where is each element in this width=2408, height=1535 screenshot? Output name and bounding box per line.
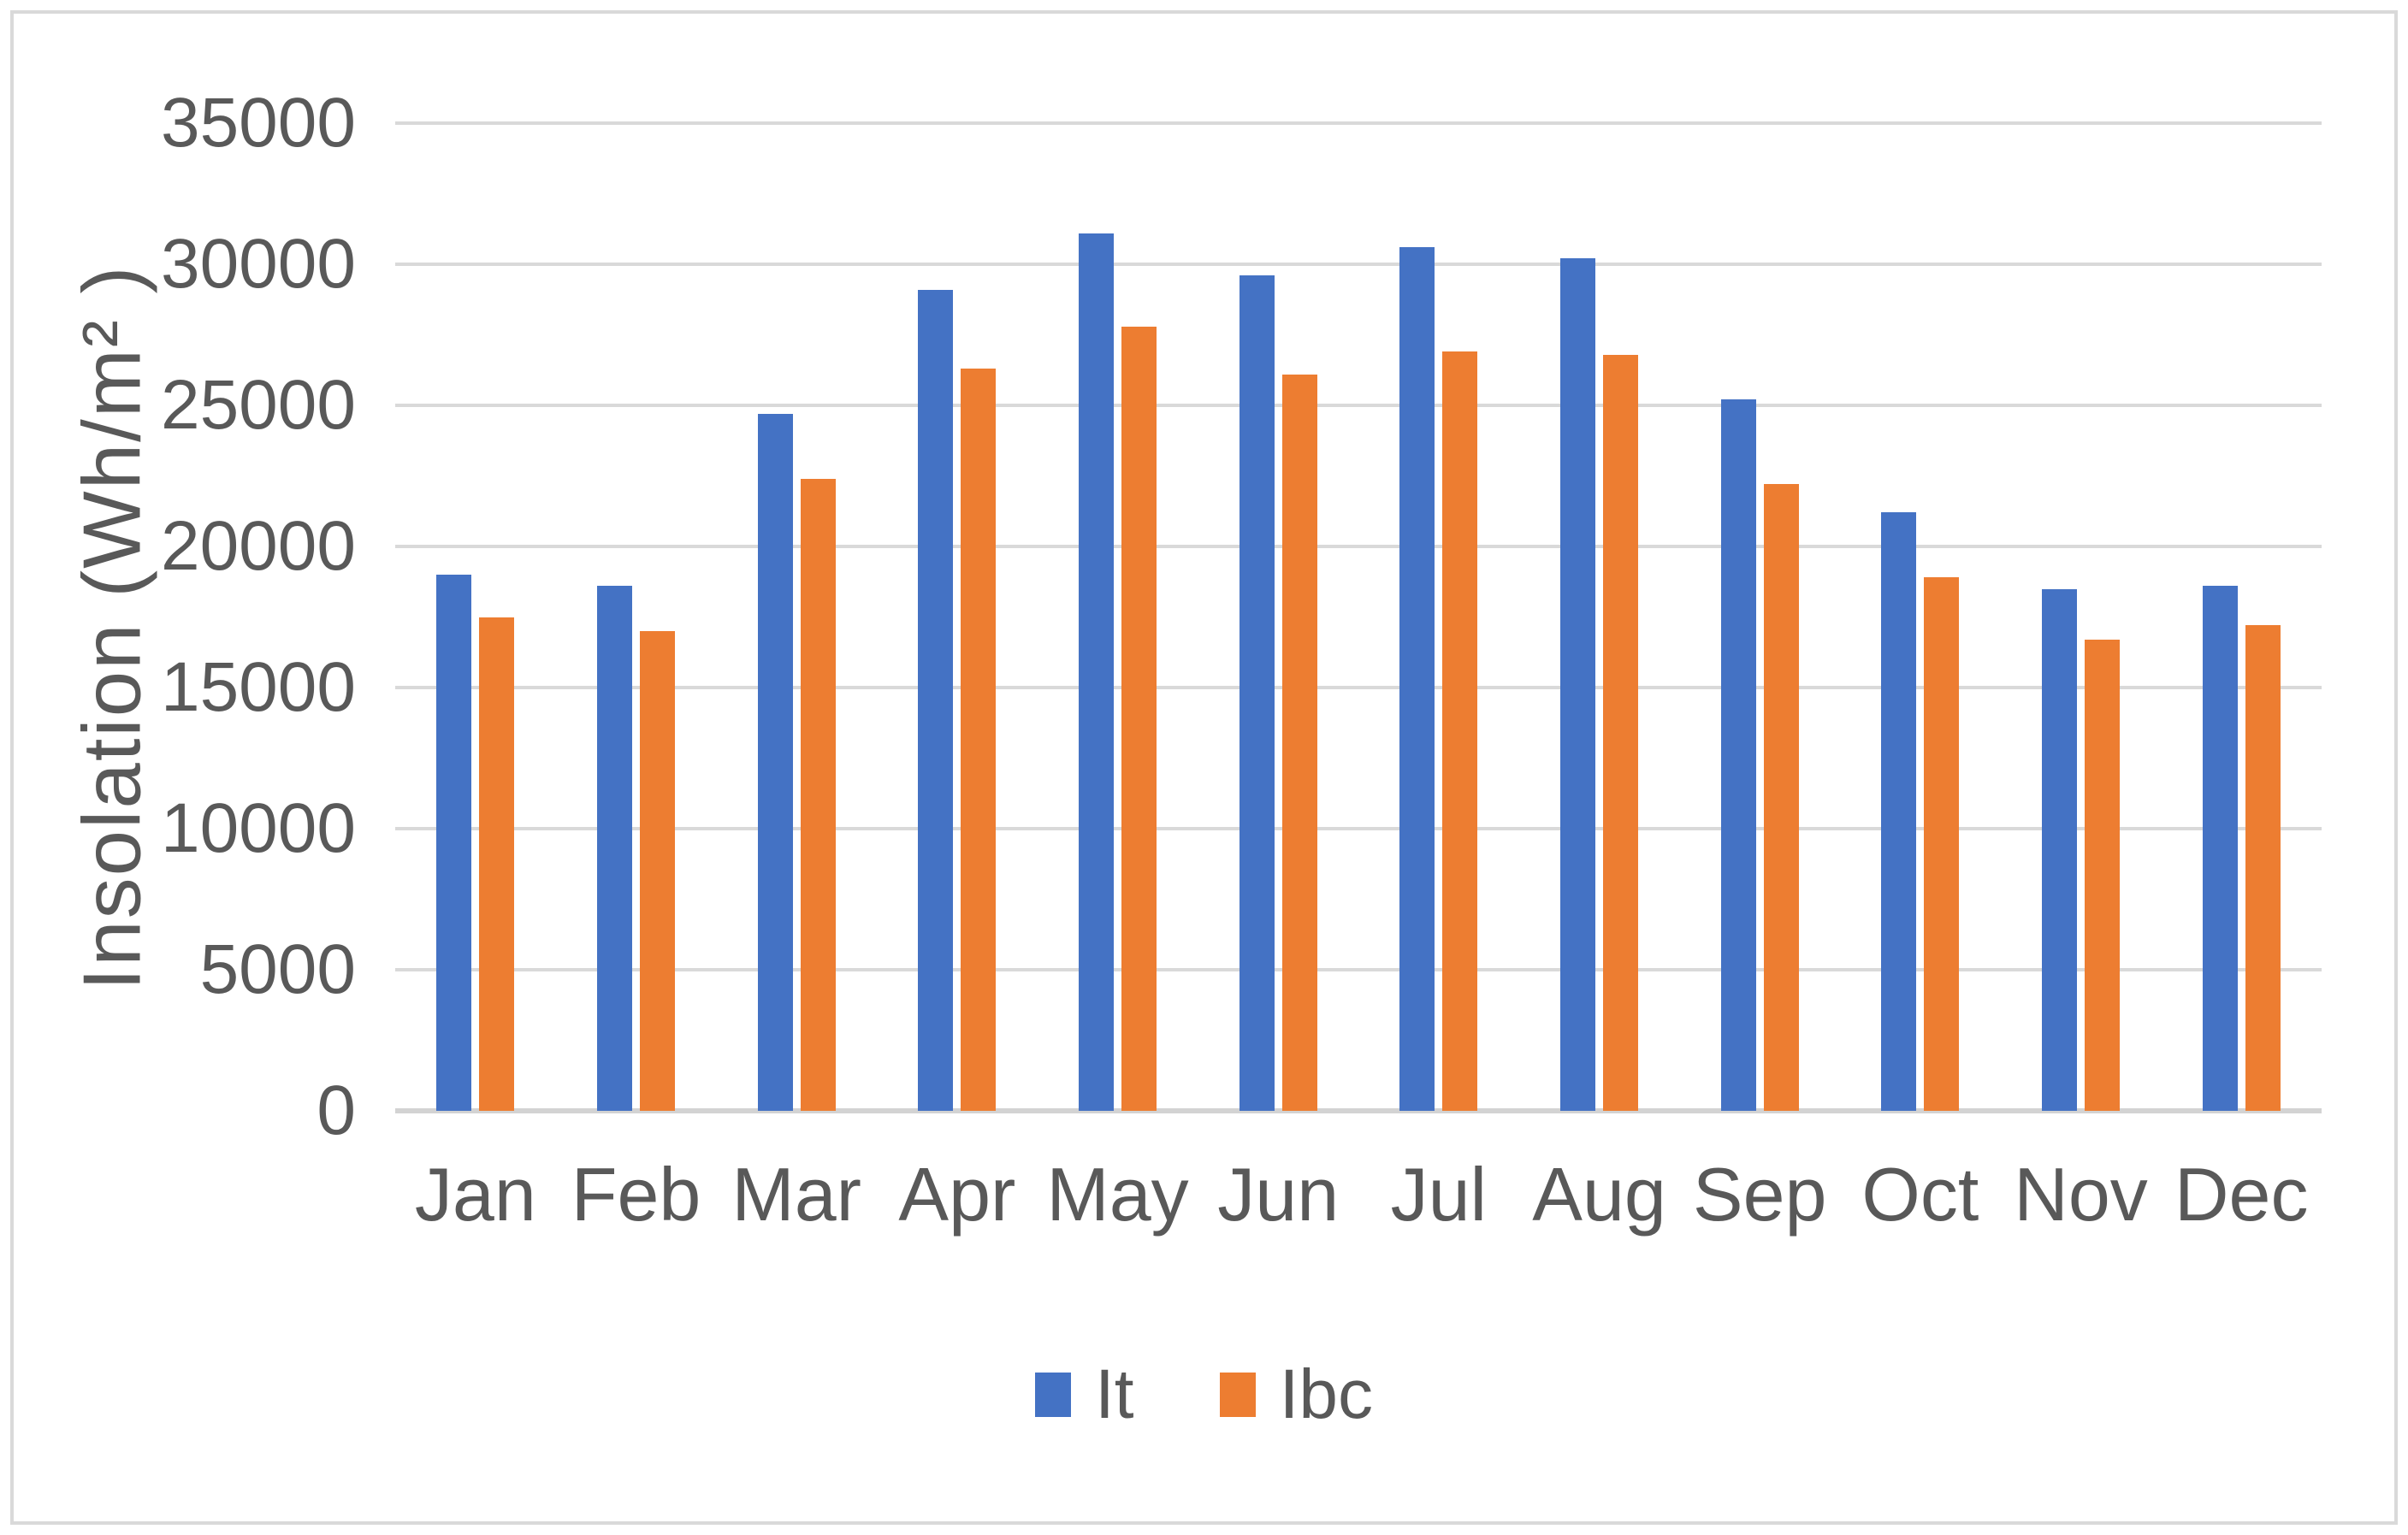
bar-it-sep bbox=[1720, 399, 1756, 1111]
gridline bbox=[395, 827, 2322, 830]
x-axis-labels: Jan Feb Mar Apr May Jun Jul Aug Sep Oct Nov Dec bbox=[395, 1151, 2322, 1238]
chart-frame: Insolation (Wh/m² ) 35000 30000 25000 20000… bbox=[10, 10, 2398, 1525]
gridline bbox=[395, 686, 2322, 689]
legend-label-it: It bbox=[1095, 1355, 1134, 1433]
x-axis-line bbox=[395, 1108, 2322, 1113]
bar-group-feb bbox=[556, 123, 717, 1111]
bar-group-dec bbox=[2161, 123, 2322, 1111]
gridline bbox=[395, 121, 2322, 125]
bar-group-mar bbox=[716, 123, 877, 1111]
bar-it-jul bbox=[1399, 247, 1435, 1111]
bar-ibc-apr bbox=[961, 369, 997, 1111]
bar-ibc-jun bbox=[1281, 374, 1317, 1111]
legend-item-it: It bbox=[1035, 1355, 1134, 1435]
bar-it-aug bbox=[1560, 258, 1596, 1111]
bar-it-dec bbox=[2202, 586, 2238, 1111]
x-label-jun: Jun bbox=[1217, 1152, 1340, 1237]
x-label-jul: Jul bbox=[1390, 1152, 1488, 1237]
bar-ibc-jan bbox=[479, 617, 515, 1111]
bar-it-may bbox=[1079, 233, 1115, 1111]
bar-it-feb bbox=[597, 586, 632, 1111]
bar-group-nov bbox=[2001, 123, 2162, 1111]
x-label-nov: Nov bbox=[2014, 1152, 2148, 1237]
bar-group-jun bbox=[1198, 123, 1358, 1111]
x-label-sep: Sep bbox=[1692, 1152, 1827, 1237]
bar-it-oct bbox=[1881, 512, 1917, 1111]
y-tick-label: 0 bbox=[317, 1072, 356, 1149]
bar-it-mar bbox=[757, 413, 793, 1111]
legend-item-ibc: Ibc bbox=[1219, 1355, 1373, 1435]
bar-group-jan bbox=[395, 123, 556, 1111]
bar-ibc-feb bbox=[640, 631, 675, 1111]
bar-ibc-dec bbox=[2245, 625, 2281, 1111]
bar-group-sep bbox=[1679, 123, 1840, 1111]
gridline bbox=[395, 968, 2322, 971]
bar-ibc-mar bbox=[800, 478, 836, 1111]
bar-ibc-oct bbox=[1924, 577, 1960, 1111]
plot-area bbox=[395, 121, 2322, 1113]
x-label-mar: Mar bbox=[731, 1152, 861, 1237]
bar-ibc-may bbox=[1121, 326, 1157, 1111]
legend: It Ibc bbox=[14, 1355, 2394, 1435]
bar-ibc-aug bbox=[1603, 354, 1639, 1111]
bar-ibc-nov bbox=[2085, 639, 2121, 1111]
y-axis-tick-labels: 35000 30000 25000 20000 15000 10000 5000 0 bbox=[14, 88, 356, 1146]
x-label-jan: Jan bbox=[414, 1152, 536, 1237]
x-label-feb: Feb bbox=[571, 1152, 701, 1237]
bar-it-jun bbox=[1239, 275, 1275, 1111]
y-tick-label: 35000 bbox=[160, 84, 356, 162]
y-tick-label: 5000 bbox=[199, 930, 356, 1008]
bar-it-nov bbox=[2042, 588, 2078, 1111]
gridline bbox=[395, 404, 2322, 407]
bar-ibc-jul bbox=[1442, 351, 1478, 1111]
x-label-may: May bbox=[1046, 1152, 1189, 1237]
bar-group-apr bbox=[877, 123, 1038, 1111]
bar-it-apr bbox=[918, 289, 954, 1111]
y-tick-label: 30000 bbox=[160, 225, 356, 303]
y-tick-label: 25000 bbox=[160, 366, 356, 444]
legend-label-ibc: Ibc bbox=[1279, 1355, 1373, 1433]
y-tick-label: 10000 bbox=[160, 789, 356, 867]
bar-group-oct bbox=[1840, 123, 2001, 1111]
bar-group-may bbox=[1038, 123, 1198, 1111]
x-label-aug: Aug bbox=[1532, 1152, 1666, 1237]
bar-group-jul bbox=[1358, 123, 1519, 1111]
x-label-apr: Apr bbox=[898, 1152, 1016, 1237]
legend-swatch-ibc bbox=[1219, 1373, 1256, 1417]
y-tick-label: 15000 bbox=[160, 648, 356, 726]
bar-ibc-sep bbox=[1763, 484, 1799, 1111]
x-label-oct: Oct bbox=[1861, 1152, 1979, 1237]
bar-group-aug bbox=[1519, 123, 1680, 1111]
bars bbox=[395, 123, 2322, 1111]
gridline bbox=[395, 263, 2322, 266]
y-tick-label: 20000 bbox=[160, 507, 356, 585]
bar-it-jan bbox=[436, 575, 472, 1111]
gridline bbox=[395, 545, 2322, 548]
x-label-dec: Dec bbox=[2174, 1152, 2309, 1237]
legend-swatch-it bbox=[1035, 1373, 1072, 1417]
